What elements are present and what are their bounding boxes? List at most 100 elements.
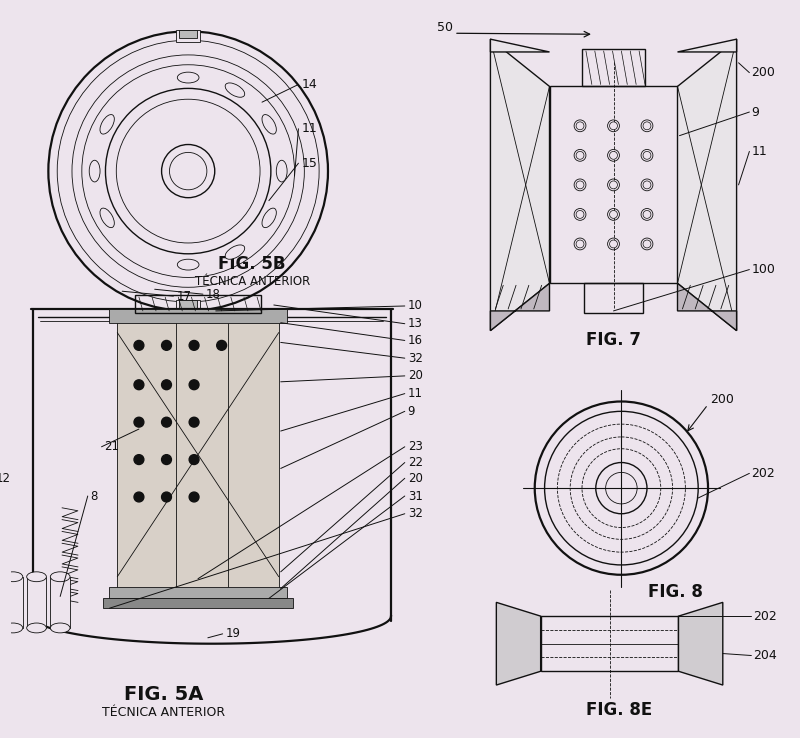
Ellipse shape: [3, 572, 22, 582]
Circle shape: [643, 210, 651, 218]
Polygon shape: [678, 602, 722, 685]
Text: 13: 13: [408, 317, 422, 330]
Text: 8: 8: [90, 489, 98, 503]
Text: 18: 18: [206, 288, 221, 300]
Circle shape: [610, 181, 618, 189]
Circle shape: [576, 151, 584, 159]
Ellipse shape: [225, 83, 245, 97]
Bar: [176, 30, 200, 42]
Text: FIG. 8E: FIG. 8E: [586, 700, 653, 719]
Ellipse shape: [50, 572, 70, 582]
Text: 100: 100: [751, 263, 775, 276]
Bar: [50, 577, 70, 628]
Ellipse shape: [100, 114, 114, 134]
Text: TÉCNICA ANTERIOR: TÉCNICA ANTERIOR: [194, 275, 310, 288]
Ellipse shape: [178, 259, 199, 270]
Text: 9: 9: [751, 106, 759, 119]
Circle shape: [189, 340, 199, 351]
Polygon shape: [496, 602, 541, 685]
Circle shape: [162, 417, 171, 427]
Text: 50: 50: [438, 21, 454, 34]
Circle shape: [610, 151, 618, 159]
Bar: [550, 86, 678, 283]
Bar: [110, 309, 286, 323]
Bar: [26, 577, 46, 628]
Circle shape: [576, 122, 584, 130]
Circle shape: [643, 122, 651, 130]
Text: 202: 202: [754, 610, 777, 623]
Text: 12: 12: [0, 472, 11, 485]
Text: 11: 11: [751, 145, 767, 158]
Circle shape: [217, 340, 226, 351]
Text: 20: 20: [408, 472, 422, 485]
Polygon shape: [490, 283, 550, 331]
Circle shape: [134, 455, 144, 464]
Circle shape: [134, 380, 144, 390]
Bar: [541, 616, 678, 672]
Ellipse shape: [276, 160, 287, 182]
Text: 22: 22: [408, 456, 422, 469]
Circle shape: [643, 181, 651, 189]
Ellipse shape: [262, 208, 276, 227]
Text: 14: 14: [302, 78, 317, 91]
Text: 17: 17: [176, 289, 191, 303]
Circle shape: [610, 122, 618, 130]
Text: 32: 32: [408, 507, 422, 520]
Bar: [3, 577, 22, 628]
Polygon shape: [678, 39, 737, 331]
Ellipse shape: [26, 623, 46, 633]
Text: 200: 200: [751, 66, 775, 79]
Text: 11: 11: [408, 387, 422, 400]
Circle shape: [189, 380, 199, 390]
Bar: [103, 599, 293, 608]
Text: 204: 204: [754, 649, 777, 662]
Circle shape: [134, 417, 144, 427]
Circle shape: [134, 492, 144, 502]
Circle shape: [134, 340, 144, 351]
Circle shape: [576, 210, 584, 218]
Circle shape: [189, 455, 199, 464]
Bar: [118, 323, 278, 587]
Bar: [135, 295, 261, 313]
Ellipse shape: [3, 623, 22, 633]
Text: TÉCNICA ANTERIOR: TÉCNICA ANTERIOR: [102, 706, 225, 719]
Text: FIG. 5B: FIG. 5B: [218, 255, 286, 272]
Ellipse shape: [178, 72, 199, 83]
Text: 11: 11: [302, 123, 317, 135]
Text: 9: 9: [408, 405, 415, 418]
Circle shape: [643, 151, 651, 159]
Text: 200: 200: [710, 393, 734, 406]
Polygon shape: [490, 39, 550, 52]
Text: FIG. 8: FIG. 8: [648, 582, 703, 601]
Polygon shape: [678, 283, 737, 331]
Circle shape: [189, 492, 199, 502]
Bar: [179, 300, 197, 308]
Ellipse shape: [100, 208, 114, 227]
Circle shape: [189, 417, 199, 427]
Circle shape: [643, 240, 651, 248]
Ellipse shape: [90, 160, 100, 182]
Text: 21: 21: [105, 441, 119, 453]
Text: 20: 20: [408, 370, 422, 382]
Ellipse shape: [262, 114, 276, 134]
Circle shape: [576, 240, 584, 248]
Text: 202: 202: [751, 467, 775, 480]
Bar: [584, 283, 643, 313]
Polygon shape: [490, 39, 550, 331]
Circle shape: [162, 492, 171, 502]
Text: 16: 16: [408, 334, 422, 347]
Text: 31: 31: [408, 489, 422, 503]
Circle shape: [610, 240, 618, 248]
Text: FIG. 5A: FIG. 5A: [124, 686, 203, 704]
Bar: [582, 49, 645, 86]
Text: 10: 10: [408, 300, 422, 312]
Text: 15: 15: [302, 156, 318, 170]
Ellipse shape: [26, 572, 46, 582]
Polygon shape: [678, 39, 737, 52]
Ellipse shape: [50, 623, 70, 633]
Ellipse shape: [225, 245, 245, 259]
Bar: [179, 30, 197, 38]
Text: FIG. 7: FIG. 7: [586, 331, 641, 350]
Text: 32: 32: [408, 352, 422, 365]
Circle shape: [162, 340, 171, 351]
